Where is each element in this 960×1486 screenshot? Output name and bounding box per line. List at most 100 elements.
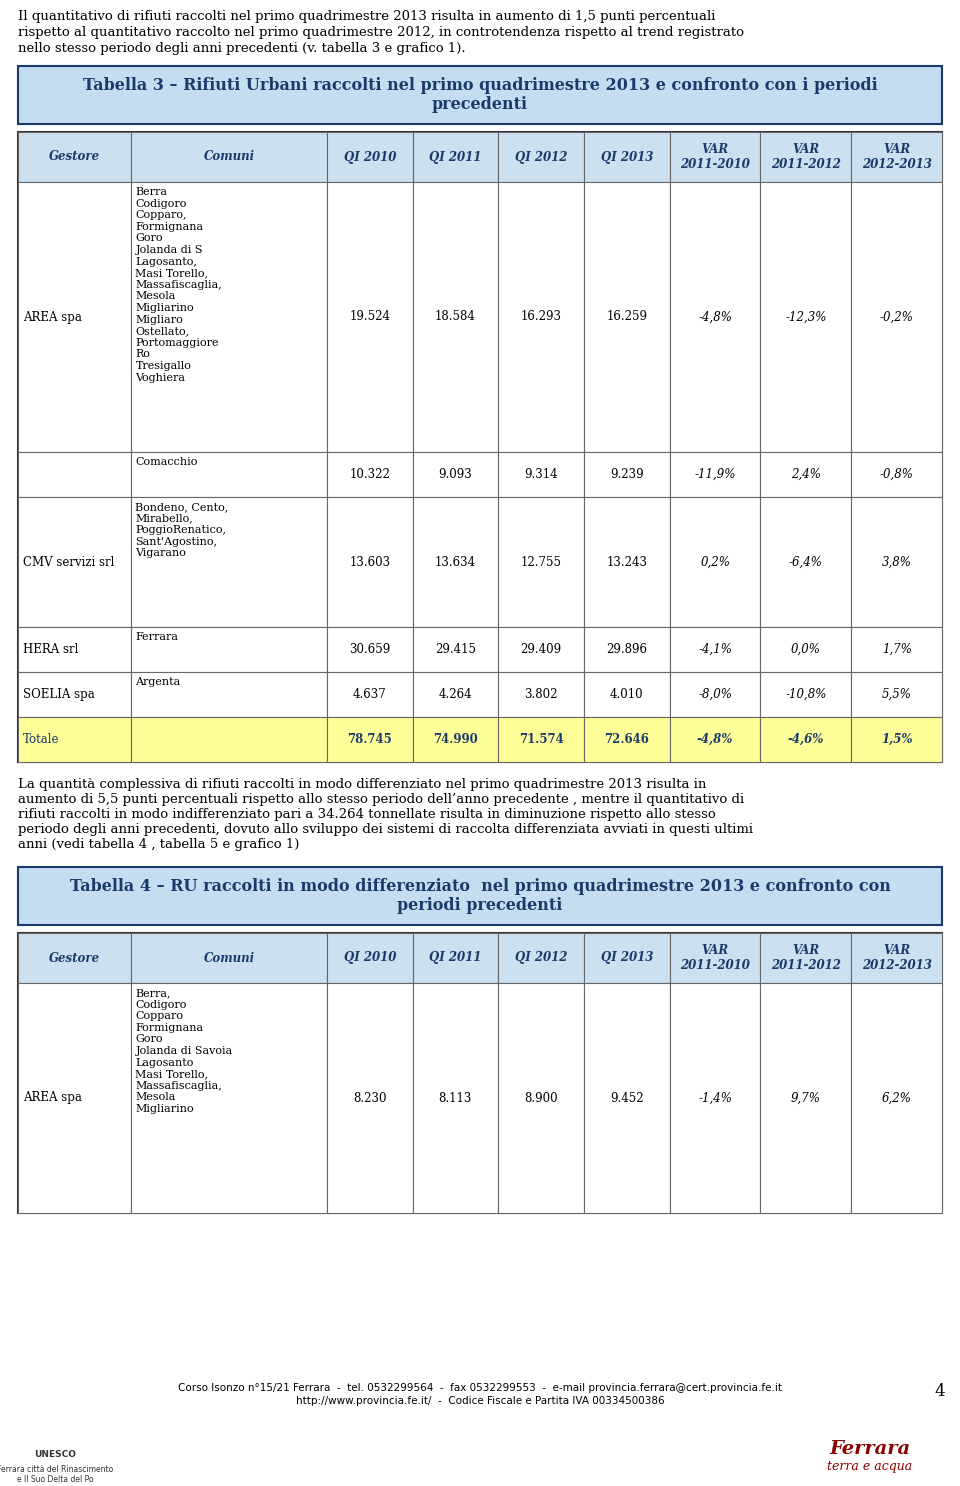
Bar bbox=[18, 452, 132, 496]
Text: rifiuti raccolti in modo indifferenziato pari a 34.264 tonnellate risulta in dim: rifiuti raccolti in modo indifferenziato… bbox=[18, 808, 716, 820]
Text: 9.314: 9.314 bbox=[524, 468, 558, 481]
Text: 72.646: 72.646 bbox=[605, 733, 649, 746]
Text: e Il Suo Delta del Po: e Il Suo Delta del Po bbox=[16, 1476, 93, 1485]
Text: Ferrara: Ferrara bbox=[135, 632, 179, 642]
Bar bbox=[852, 452, 942, 496]
Text: 8.113: 8.113 bbox=[439, 1092, 472, 1104]
Text: 12.755: 12.755 bbox=[520, 556, 562, 569]
Text: -1,4%: -1,4% bbox=[698, 1092, 732, 1104]
Text: periodo degli anni precedenti, dovuto allo sviluppo dei sistemi di raccolta diff: periodo degli anni precedenti, dovuto al… bbox=[18, 823, 753, 837]
Text: QI 2011: QI 2011 bbox=[429, 150, 482, 163]
Text: 29.415: 29.415 bbox=[435, 643, 476, 655]
Text: 9.093: 9.093 bbox=[439, 468, 472, 481]
Bar bbox=[132, 181, 326, 452]
Bar bbox=[584, 984, 670, 1213]
Text: 16.259: 16.259 bbox=[607, 311, 647, 324]
Text: -4,6%: -4,6% bbox=[787, 733, 824, 746]
Text: Berra
Codigoro
Copparo,
Formignana
Goro
Jolanda di S
Lagosanto,
Masi Torello,
Ma: Berra Codigoro Copparo, Formignana Goro … bbox=[135, 187, 222, 382]
Text: QI 2010: QI 2010 bbox=[344, 951, 396, 964]
Text: nello stesso periodo degli anni precedenti (v. tabella 3 e grafico 1).: nello stesso periodo degli anni preceden… bbox=[18, 42, 466, 55]
Text: -12,3%: -12,3% bbox=[785, 311, 827, 324]
Bar bbox=[670, 181, 760, 452]
Bar bbox=[498, 452, 584, 496]
Text: Gestore: Gestore bbox=[49, 150, 100, 163]
Text: rispetto al quantitativo raccolto nel primo quadrimestre 2012, in controtendenza: rispetto al quantitativo raccolto nel pr… bbox=[18, 25, 744, 39]
Text: 5,5%: 5,5% bbox=[881, 688, 912, 701]
Bar bbox=[18, 181, 132, 452]
Text: -8,0%: -8,0% bbox=[698, 688, 732, 701]
Bar bbox=[760, 718, 852, 762]
Text: 4: 4 bbox=[934, 1383, 945, 1400]
Bar bbox=[852, 672, 942, 718]
Bar bbox=[760, 984, 852, 1213]
Bar bbox=[413, 496, 498, 627]
Bar bbox=[498, 181, 584, 452]
Bar bbox=[760, 672, 852, 718]
Text: CMV servizi srl: CMV servizi srl bbox=[23, 556, 114, 569]
Text: 6,2%: 6,2% bbox=[881, 1092, 912, 1104]
Text: 3.802: 3.802 bbox=[524, 688, 558, 701]
Text: 30.659: 30.659 bbox=[349, 643, 391, 655]
Bar bbox=[584, 496, 670, 627]
Bar bbox=[760, 496, 852, 627]
Text: Bondeno, Cento,
Mirabello,
PoggioRenatico,
Sant'Agostino,
Vigarano: Bondeno, Cento, Mirabello, PoggioRenatic… bbox=[135, 502, 228, 559]
Text: QI 2012: QI 2012 bbox=[515, 951, 567, 964]
Bar bbox=[326, 181, 413, 452]
Text: 29.409: 29.409 bbox=[520, 643, 562, 655]
Bar bbox=[498, 627, 584, 672]
Text: UNESCO: UNESCO bbox=[34, 1450, 76, 1459]
Text: 2,4%: 2,4% bbox=[791, 468, 821, 481]
Bar bbox=[18, 984, 132, 1213]
Text: aumento di 5,5 punti percentuali rispetto allo stesso periodo dell’anno preceden: aumento di 5,5 punti percentuali rispett… bbox=[18, 794, 744, 805]
Bar bbox=[132, 627, 326, 672]
Bar bbox=[670, 718, 760, 762]
Text: 4.264: 4.264 bbox=[439, 688, 472, 701]
Text: 3,8%: 3,8% bbox=[881, 556, 912, 569]
Text: Ferrara: Ferrara bbox=[829, 1440, 911, 1458]
Bar bbox=[132, 984, 326, 1213]
Bar bbox=[852, 627, 942, 672]
Bar bbox=[326, 627, 413, 672]
Bar bbox=[498, 132, 584, 181]
Bar bbox=[132, 452, 326, 496]
Text: Tabella 4 – RU raccolti in modo differenziato  nel primo quadrimestre 2013 e con: Tabella 4 – RU raccolti in modo differen… bbox=[69, 878, 891, 914]
Bar bbox=[852, 984, 942, 1213]
Text: 13.634: 13.634 bbox=[435, 556, 476, 569]
Bar bbox=[413, 627, 498, 672]
Bar bbox=[18, 132, 132, 181]
Bar bbox=[413, 181, 498, 452]
Text: 13.603: 13.603 bbox=[349, 556, 391, 569]
Bar bbox=[670, 132, 760, 181]
Bar bbox=[670, 496, 760, 627]
Text: -10,8%: -10,8% bbox=[785, 688, 827, 701]
Bar bbox=[852, 933, 942, 984]
Bar bbox=[413, 672, 498, 718]
Text: 13.243: 13.243 bbox=[607, 556, 647, 569]
Bar bbox=[18, 866, 942, 924]
Text: Comuni: Comuni bbox=[204, 951, 254, 964]
Text: SOELIA spa: SOELIA spa bbox=[23, 688, 95, 701]
Text: 18.584: 18.584 bbox=[435, 311, 476, 324]
Text: -4,1%: -4,1% bbox=[698, 643, 732, 655]
Text: Ferrara città del Rinascimento: Ferrara città del Rinascimento bbox=[0, 1465, 113, 1474]
Bar bbox=[326, 933, 413, 984]
Text: VAR
2011-2010: VAR 2011-2010 bbox=[680, 143, 750, 171]
Bar bbox=[670, 452, 760, 496]
Bar bbox=[132, 718, 326, 762]
Bar bbox=[852, 496, 942, 627]
Bar bbox=[670, 933, 760, 984]
Bar bbox=[498, 933, 584, 984]
Bar bbox=[413, 452, 498, 496]
Bar bbox=[584, 672, 670, 718]
Bar bbox=[584, 181, 670, 452]
Text: Comuni: Comuni bbox=[204, 150, 254, 163]
Bar bbox=[413, 132, 498, 181]
Text: Argenta: Argenta bbox=[135, 678, 180, 687]
Bar bbox=[498, 496, 584, 627]
Text: QI 2010: QI 2010 bbox=[344, 150, 396, 163]
Text: -0,2%: -0,2% bbox=[879, 311, 914, 324]
Bar bbox=[760, 181, 852, 452]
Text: VAR
2011-2010: VAR 2011-2010 bbox=[680, 944, 750, 972]
Bar bbox=[326, 718, 413, 762]
Text: AREA spa: AREA spa bbox=[23, 1092, 82, 1104]
